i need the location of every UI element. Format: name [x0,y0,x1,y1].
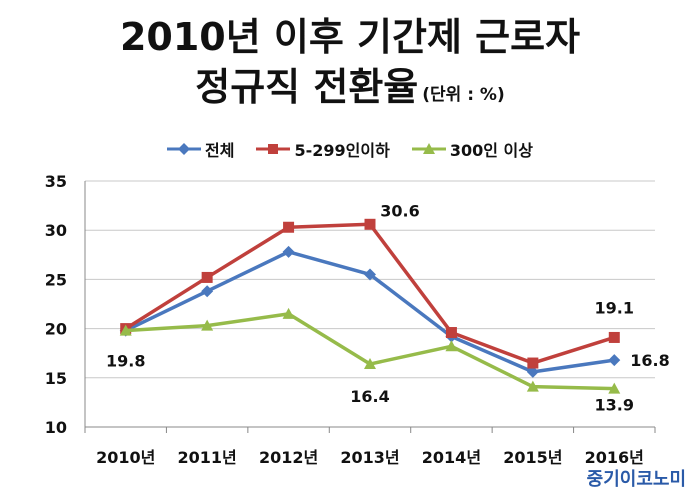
x-tick-label: 2010년 [96,448,155,467]
data-point-diamond [201,285,214,298]
y-tick-label: 35 [45,172,67,191]
data-point-triangle [201,319,214,331]
legend-swatch-small [256,144,291,154]
data-point-triangle [608,382,621,394]
data-point-diamond [282,245,295,258]
x-tick-label: 2016년 [585,448,644,467]
legend-item-large: 300인 이상 [411,137,533,161]
data-label: 16.4 [350,387,389,406]
x-tick-label: 2014년 [422,448,481,467]
data-point-square [283,221,295,233]
legend-item-total: 전체 [167,137,234,161]
data-label: 30.6 [380,201,419,220]
x-tick-label: 2011년 [178,448,237,467]
data-label: 19.8 [106,352,145,371]
data-point-square [364,218,376,230]
x-tick-label: 2012년 [259,448,318,467]
data-point-square [445,327,457,339]
data-point-triangle [364,358,376,370]
y-tick-label: 20 [45,320,67,339]
y-tick-label: 10 [45,418,67,437]
y-tick-label: 15 [45,369,67,388]
data-point-triangle [445,340,458,352]
legend-label-small: 5-299인이하 [294,141,390,160]
chart-title-line1: 2010년 이후 기간제 근로자 [119,15,581,59]
data-point-square [527,357,539,369]
data-label: 13.9 [595,396,634,415]
x-tick-label: 2013년 [340,448,399,467]
legend-label-large: 300인 이상 [449,141,533,160]
legend-swatch-large [411,143,446,154]
data-point-square [201,271,213,283]
data-point-triangle [282,307,295,319]
data-point-triangle [119,324,132,336]
y-tick-label: 30 [45,221,67,240]
chart-unit-label: (단위 : %) [422,85,505,105]
legend-label-total: 전체 [205,141,235,160]
data-point-square [608,331,620,343]
data-point-diamond [526,365,539,378]
data-label: 16.8 [630,351,669,370]
chart-legend: 전체 5-299인이하 300인 이상 [0,137,700,161]
brand-logo: 중기이코노미 [586,469,686,490]
legend-item-small: 5-299인이하 [256,137,390,161]
x-tick-label: 2015년 [503,448,562,467]
data-point-diamond [364,268,376,281]
chart-title-line2: 정규직 전환율 (단위 : %) [0,64,700,118]
data-point-triangle [526,380,539,392]
data-label: 19.1 [595,298,634,317]
legend-swatch-total [167,143,202,155]
data-point-diamond [608,354,621,367]
chart-title-main: 정규직 전환율 [195,65,419,109]
y-tick-label: 25 [45,270,67,289]
